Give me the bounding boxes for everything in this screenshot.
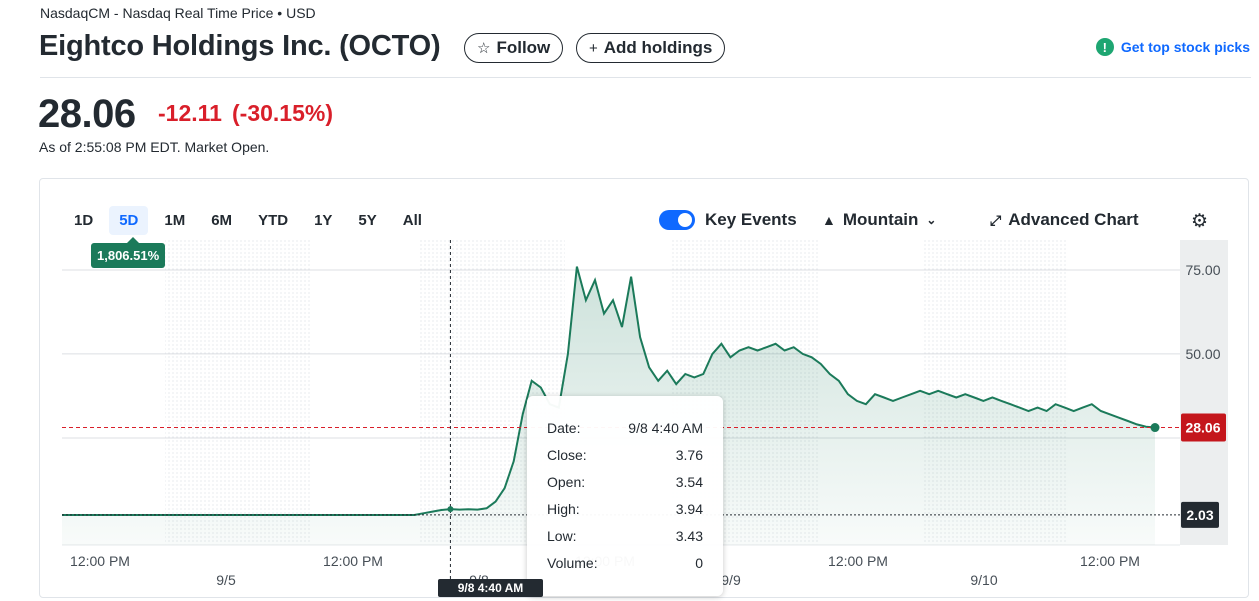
x-tick-time-label: 12:00 PM bbox=[70, 553, 130, 569]
top-picks-link[interactable]: ! Get top stock picks bbox=[1095, 38, 1250, 56]
previous-close-tag bbox=[1181, 501, 1219, 528]
chart-panel bbox=[39, 178, 1249, 598]
price-tooltip: Date: 9/8 4:40 AM Close: 3.76 Open: 3.54 High:… bbox=[527, 396, 723, 596]
x-tick-date-label: 9/10 bbox=[970, 572, 997, 588]
price-line bbox=[62, 266, 1156, 516]
chevron-down-icon: ⌄ bbox=[926, 213, 937, 227]
x-tick-time-label: 12:00 PM bbox=[323, 553, 383, 569]
tab-5d[interactable]: 5D bbox=[109, 206, 149, 235]
chart-type-dropdown[interactable]: ▲ Mountain ⌄ bbox=[822, 210, 936, 230]
as-of-timestamp: As of 2:55:08 PM EDT. Market Open. bbox=[39, 139, 270, 155]
tooltip-label: Open: bbox=[547, 474, 586, 490]
tab-all[interactable]: All bbox=[402, 212, 422, 229]
advanced-chart-label: Advanced Chart bbox=[1008, 210, 1139, 229]
tooltip-value: 0 bbox=[695, 555, 703, 571]
price-change-percent: (-30.15%) bbox=[232, 100, 333, 126]
star-icon: ☆ bbox=[477, 40, 491, 57]
tooltip-value: 3.43 bbox=[675, 528, 703, 544]
tooltip-label: Close: bbox=[547, 447, 587, 463]
previous-close-tag-label: 2.03 bbox=[1186, 507, 1213, 523]
mountain-icon: ▲ bbox=[822, 212, 836, 228]
top-picks-label: Get top stock picks bbox=[1120, 39, 1250, 55]
performance-badge: 1,806.51% bbox=[91, 237, 166, 268]
y-tick-label: 50.00 bbox=[1185, 346, 1220, 362]
follow-button[interactable]: ☆ Follow bbox=[464, 33, 564, 63]
tooltip-value: 3.94 bbox=[675, 501, 703, 517]
tooltip-row: Close: 3.76 bbox=[547, 447, 703, 463]
crosshair-point bbox=[447, 506, 454, 513]
expand-icon: ⤢ bbox=[990, 211, 1002, 228]
y-axis-band bbox=[1180, 240, 1228, 545]
tab-5y[interactable]: 5Y bbox=[358, 212, 377, 229]
x-tick-time-label: 12:00 PM bbox=[828, 553, 888, 569]
tooltip-row: Volume: 0 bbox=[547, 555, 703, 571]
range-tabs: 1D 5D 1M 6M YTD 1Y 5Y All bbox=[64, 206, 438, 235]
y-tick-label: 75.00 bbox=[1185, 262, 1220, 278]
tab-1m[interactable]: 1M bbox=[164, 212, 186, 229]
current-price: 28.06 bbox=[38, 92, 136, 136]
add-holdings-label: Add holdings bbox=[603, 38, 713, 57]
tooltip-row: Low: 3.43 bbox=[547, 528, 703, 544]
divider bbox=[40, 77, 1251, 78]
tooltip-value: 3.76 bbox=[675, 447, 703, 463]
x-tick-date-label: 9/5 bbox=[216, 572, 236, 588]
current-price-tag bbox=[1181, 413, 1226, 442]
toggle-switch[interactable] bbox=[659, 210, 695, 230]
key-events-toggle[interactable]: Key Events bbox=[659, 210, 797, 230]
page-title: Eightco Holdings Inc. (OCTO) bbox=[39, 30, 441, 62]
follow-label: Follow bbox=[496, 38, 551, 57]
crosshair-date-label: 9/8 4:40 AM bbox=[438, 579, 543, 597]
current-price-tag-label: 28.06 bbox=[1185, 420, 1220, 436]
tab-ytd[interactable]: YTD bbox=[258, 212, 289, 229]
chart-type-label: Mountain bbox=[842, 210, 919, 229]
tooltip-label: Low: bbox=[547, 528, 577, 544]
price-change: -12.11 bbox=[158, 100, 222, 126]
key-events-label: Key Events bbox=[705, 210, 797, 229]
x-tick-time-label: 12:00 PM bbox=[1080, 553, 1140, 569]
exclamation-icon: ! bbox=[1095, 38, 1114, 56]
exchange-line: NasdaqCM - Nasdaq Real Time Price • USD bbox=[40, 5, 316, 21]
tooltip-value: 9/8 4:40 AM bbox=[628, 420, 703, 436]
tab-6m[interactable]: 6M bbox=[211, 212, 233, 229]
tab-1y[interactable]: 1Y bbox=[314, 212, 333, 229]
x-tick-date-label: 9/9 bbox=[721, 572, 741, 588]
plus-icon: + bbox=[589, 39, 598, 57]
add-holdings-button[interactable]: + Add holdings bbox=[576, 33, 726, 63]
advanced-chart-button[interactable]: ⤢ Advanced Chart bbox=[990, 210, 1139, 230]
tab-1d[interactable]: 1D bbox=[74, 212, 94, 229]
tooltip-value: 3.54 bbox=[675, 474, 703, 490]
tooltip-label: Date: bbox=[547, 420, 581, 436]
gear-icon[interactable]: ⚙ bbox=[1191, 211, 1209, 232]
last-price-point bbox=[1150, 423, 1160, 433]
tooltip-row: Open: 3.54 bbox=[547, 474, 703, 490]
tooltip-row: High: 3.94 bbox=[547, 501, 703, 517]
extended-hours-zone bbox=[165, 240, 310, 545]
tooltip-label: Volume: bbox=[547, 555, 598, 571]
tooltip-label: High: bbox=[547, 501, 580, 517]
tooltip-row: Date: 9/8 4:40 AM bbox=[547, 420, 703, 436]
